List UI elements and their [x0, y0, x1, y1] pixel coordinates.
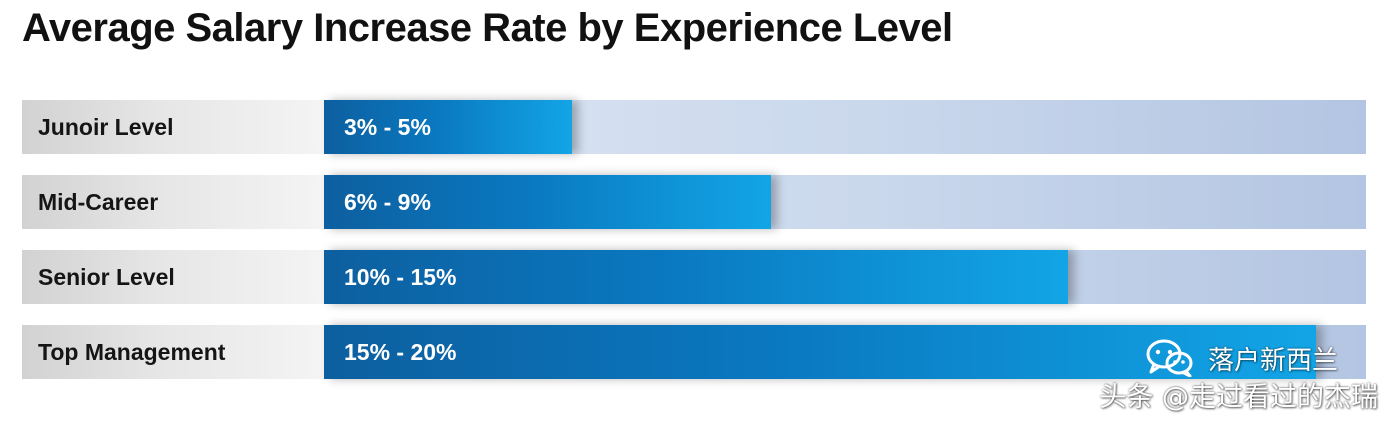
bar: 10% - 15%: [324, 250, 1068, 304]
bar-track: 6% - 9%: [324, 175, 1366, 229]
chart-title: Average Salary Increase Rate by Experien…: [22, 6, 953, 50]
bar: 6% - 9%: [324, 175, 771, 229]
category-label: Senior Level: [22, 250, 324, 304]
bar-value-label: 3% - 5%: [344, 113, 431, 140]
bar-track: 3% - 5%: [324, 100, 1366, 154]
watermark: 落户新西兰 头条 @走过看过的杰瑞: [1099, 339, 1378, 414]
bar-value-label: 15% - 20%: [344, 338, 457, 365]
category-label: Top Management: [22, 325, 324, 379]
bar: 3% - 5%: [324, 100, 572, 154]
category-label: Mid-Career: [22, 175, 324, 229]
wechat-icon: [1146, 339, 1193, 377]
bar-row: Senior Level 10% - 15%: [22, 250, 1366, 304]
watermark-account-name: 落户新西兰: [1207, 345, 1338, 376]
bar-track: 10% - 15%: [324, 250, 1366, 304]
category-label: Junoir Level: [22, 100, 324, 154]
watermark-author: 头条 @走过看过的杰瑞: [1099, 382, 1378, 413]
watermark-account-row: 落户新西兰: [1146, 339, 1338, 377]
bar-value-label: 10% - 15%: [344, 263, 457, 290]
bar-row: Junoir Level 3% - 5%: [22, 100, 1366, 154]
bar-value-label: 6% - 9%: [344, 188, 431, 215]
bar-row: Mid-Career 6% - 9%: [22, 175, 1366, 229]
